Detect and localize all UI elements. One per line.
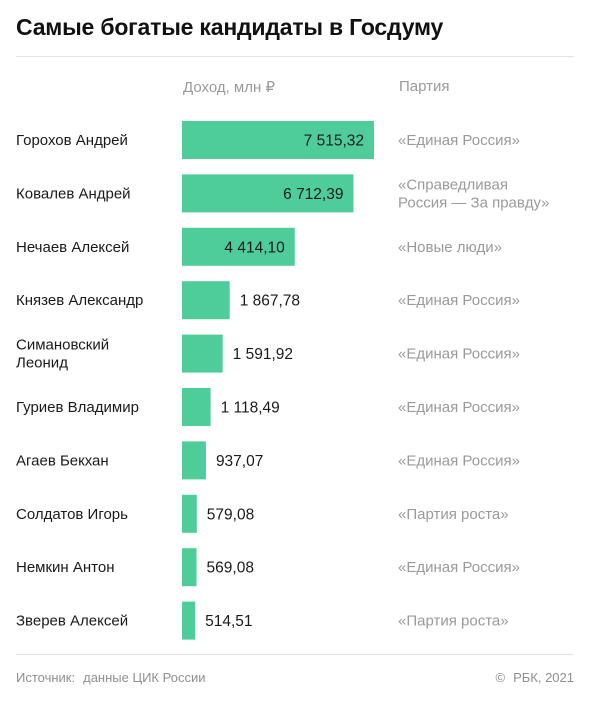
bar <box>182 121 374 159</box>
source-value: данные ЦИК России <box>83 670 206 685</box>
value-label: 937,07 <box>216 453 263 470</box>
party-label: «Единая Россия» <box>398 399 520 416</box>
source-note: Источник: данные ЦИК России <box>16 670 205 685</box>
party-label: «Новые люди» <box>398 239 502 256</box>
candidate-name: Немкин Антон <box>16 559 115 576</box>
bar <box>182 494 197 533</box>
bar <box>182 334 223 373</box>
candidate-name: Агаев Бекхан <box>16 452 109 469</box>
value-label: 1 591,92 <box>233 346 293 363</box>
party-label: «Единая Россия» <box>398 292 520 309</box>
party-label: «Партия роста» <box>398 506 509 523</box>
bar <box>182 281 230 320</box>
candidate-name: Зверев Алексей <box>16 613 128 630</box>
candidate-name: Симановский Леонид <box>16 337 109 372</box>
source-label: Источник: <box>16 670 76 685</box>
copyright-icon: © <box>495 670 506 685</box>
bar <box>182 174 354 213</box>
party-label: «Партия роста» <box>398 613 509 630</box>
copyright-note: © РБК, 2021 <box>495 670 574 685</box>
candidate-name: Князев Александр <box>16 292 143 309</box>
value-label: 4 414,10 <box>224 239 285 256</box>
value-label: 514,51 <box>205 613 252 630</box>
value-label: 1 118,49 <box>221 400 280 417</box>
party-label: «Справедливая Россия — За правду» <box>398 176 549 211</box>
bottom-divider <box>16 654 574 655</box>
bar <box>182 548 197 587</box>
party-label: «Единая Россия» <box>398 452 520 469</box>
value-label: 7 515,32 <box>304 133 364 150</box>
party-column-header: Партия <box>399 78 450 95</box>
party-label: «Единая Россия» <box>398 346 520 363</box>
chart-title: Самые богатые кандидаты в Госдуму <box>16 14 444 40</box>
value-label: 579,08 <box>207 506 254 523</box>
value-label: 6 712,39 <box>283 186 343 203</box>
copyright-text: РБК, 2021 <box>513 670 574 685</box>
value-label: 1 867,78 <box>240 293 300 310</box>
candidate-name: Нечаев Алексей <box>16 239 129 256</box>
bar <box>182 388 211 426</box>
income-column-header: Доход, млн ₽ <box>183 79 275 96</box>
bar <box>182 227 295 266</box>
top-divider <box>16 56 574 57</box>
bar <box>182 441 206 480</box>
candidate-name: Гуриев Владимир <box>16 399 139 416</box>
candidate-name: Ковалев Андрей <box>16 185 131 202</box>
party-label: «Единая Россия» <box>398 132 520 149</box>
bar <box>182 601 196 640</box>
candidate-name: Горохов Андрей <box>16 132 128 149</box>
candidate-name: Солдатов Игорь <box>16 506 128 523</box>
value-label: 569,08 <box>207 560 254 577</box>
party-label: «Единая Россия» <box>398 559 520 576</box>
